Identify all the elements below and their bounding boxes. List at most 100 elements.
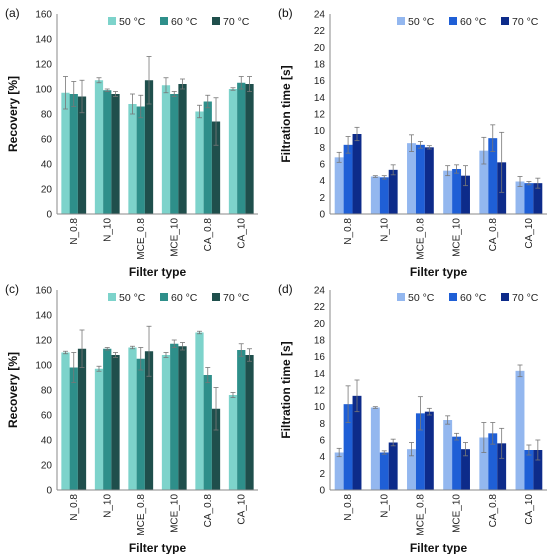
panel-1-bar-ca-0-8-s2 [203,101,212,214]
panel-1-bar-mce-10-s3 [178,84,187,214]
panel-1-y-tick-label: 140 [35,35,52,46]
panel-2-legend-label: 60 °C [460,16,487,28]
panel-1-legend-swatch [212,17,220,25]
panel-2-bar-ca-0-8-s2 [488,138,498,214]
panel-4-x-tick-label: CA_10 [524,494,535,525]
panel-4-x-tick-label: N_10 [379,494,390,518]
panel-4-bar-mce-10-s2 [452,436,462,490]
panel-2-bar-mce-0-8-s1 [407,143,416,214]
panel-3-legend-swatch [108,293,116,301]
panel-3-y-axis-title: Recovery [%] [6,352,20,428]
panel-4-y-tick-label: 12 [314,386,326,397]
panel-2-bar-n-0-8-s2 [343,144,353,214]
panel-1-bar-n-10-s3 [111,94,120,214]
panel-2-y-tick-label: 8 [319,143,325,154]
panel-4-x-tick-label: MCE_0.8 [415,494,426,536]
chart-panel-3: (c) 0 20 40 60 80 100 120 140 160 Recovery [%] N_0.… [5,282,258,554]
panel-1-bar-ca-0-8-s1 [195,111,204,214]
panel-2-legend-swatch [449,17,457,25]
panel-1-y-tick-label: 100 [35,85,52,96]
panel-2-bar-ca-10-s2 [524,183,534,214]
panel-3-bar-mce-0-8-s3 [144,351,154,490]
panel-2-y-tick-label: 10 [314,126,326,137]
panel-1-y-tick-label: 40 [41,160,53,171]
panel-1-bar-ca-10-s2 [237,82,246,214]
panel-2-y-tick-label: 14 [314,93,326,104]
panel-3-legend-swatch [212,293,220,301]
panel-1-bar-n-10-s1 [94,80,104,214]
panel-1-bar-n-0-8-s2 [69,94,78,214]
panel-2-y-tick-label: 2 [319,193,325,204]
panel-3-bar-ca-0-8-s2 [203,375,212,490]
panel-4-y-tick-label: 2 [319,469,325,480]
panel-2-bar-mce-10-s3 [461,175,470,214]
panel-4-y-tick-label: 0 [319,486,325,497]
panel-4-x-tick-label: CA_0.8 [488,494,499,528]
panel-1-y-axis-title: Recovery [%] [6,76,20,152]
panel-4-bar-n-10-s3 [388,442,398,490]
panel-3-bar-mce-0-8-s1 [128,347,137,490]
panel-1-bar-mce-10-s1 [161,85,171,214]
panel-2-x-tick-label: MCE_0.8 [415,218,426,260]
panel-4-x-axis-title: Filter type [410,541,468,554]
panel-1-x-tick-label: N_10 [102,218,113,242]
panel-4-bar-mce-0-8-s1 [407,449,416,490]
panel-2-y-tick-label: 22 [314,26,326,37]
panel-2-y-tick-label: 18 [314,60,326,71]
panel-2-x-tick-label: CA_0.8 [488,218,499,252]
panel-2-y-tick-label: 16 [314,76,326,87]
panel-4-y-tick-label: 14 [314,369,326,380]
panel-1-y-tick-label: 160 [35,10,52,21]
panel-2-x-tick-label: MCE_10 [452,218,463,257]
panel-2-bar-n-0-8-s3 [352,134,362,214]
panel-1-legend-label: 60 °C [171,16,198,28]
panel-3-bar-ca-0-8-s1 [195,332,204,490]
panel-3-y-tick-label: 160 [35,286,52,297]
panel-2-bar-ca-0-8-s1 [479,150,489,214]
panel-4-y-tick-label: 20 [314,319,326,330]
panel-4-bar-ca-0-8-s2 [488,433,498,490]
panel-4-bar-n-0-8-s2 [343,404,353,490]
panel-3-bar-n-0-8-s2 [69,367,78,490]
panel-4-y-axis-title: Filtration time [s] [279,341,293,438]
panel-3-y-tick-label: 40 [41,436,53,447]
panel-2-y-tick-label: 0 [319,210,325,221]
panel-2-legend-swatch [397,17,405,25]
panel-2-y-tick-label: 6 [319,160,325,171]
panel-4-bar-ca-10-s1 [515,370,525,490]
panel-1-x-tick-label: N_0.8 [69,218,80,245]
panel-4-y-tick-label: 24 [314,286,326,297]
panel-3-x-tick-label: CA_0.8 [203,494,214,528]
panel-2-legend-label: 70 °C [512,16,539,28]
panel-2-bar-ca-10-s3 [533,183,543,214]
panel-4-legend-label: 50 °C [408,292,435,304]
panel-2-y-axis-title: Filtration time [s] [279,65,293,162]
panel-2-bar-n-0-8-s1 [334,157,344,214]
panel-4-y-tick-label: 6 [319,436,325,447]
panel-1-bar-ca-10-s1 [228,89,238,214]
panel-3-bar-mce-10-s3 [178,346,187,490]
panel-1-bar-n-0-8-s3 [77,96,87,214]
panel-1-x-tick-label: CA_0.8 [203,218,214,252]
panel-2-y-tick-label: 24 [314,10,326,21]
panel-4-label: (d) [278,282,293,296]
panel-1-y-tick-label: 0 [46,210,52,221]
panel-3-x-tick-label: N_0.8 [69,494,80,521]
panel-1-legend-swatch [108,17,116,25]
panel-4-legend-swatch [397,293,405,301]
panel-2-bar-mce-0-8-s3 [424,147,434,214]
panel-4-bar-ca-10-s2 [524,450,534,490]
panel-2-y-tick-label: 4 [319,176,325,187]
panel-3-bar-n-10-s1 [94,368,104,490]
panel-2-y-tick-label: 12 [314,110,326,121]
panel-2-bar-ca-10-s1 [515,181,525,214]
panel-3-bar-n-0-8-s3 [77,348,87,490]
panel-1-bar-mce-0-8-s3 [144,80,154,214]
panel-3-y-tick-label: 20 [41,461,53,472]
panel-4-y-tick-label: 10 [314,402,326,413]
panel-4-y-tick-label: 16 [314,352,326,363]
panel-1-bar-ca-10-s3 [245,84,254,214]
panel-3-x-tick-label: MCE_0.8 [136,494,147,536]
panel-4-legend-swatch [449,293,457,301]
